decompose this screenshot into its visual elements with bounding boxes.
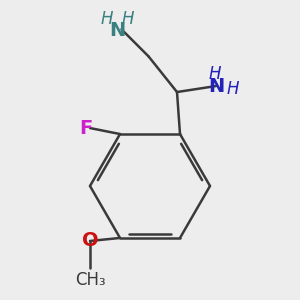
Text: CH₃: CH₃ — [75, 271, 105, 289]
Text: H: H — [208, 65, 221, 83]
Text: O: O — [82, 232, 98, 250]
Text: H: H — [100, 10, 113, 28]
Text: H: H — [226, 80, 239, 98]
Text: F: F — [79, 118, 92, 137]
Text: H: H — [121, 10, 134, 28]
Text: N: N — [109, 21, 125, 40]
Text: N: N — [208, 76, 224, 95]
